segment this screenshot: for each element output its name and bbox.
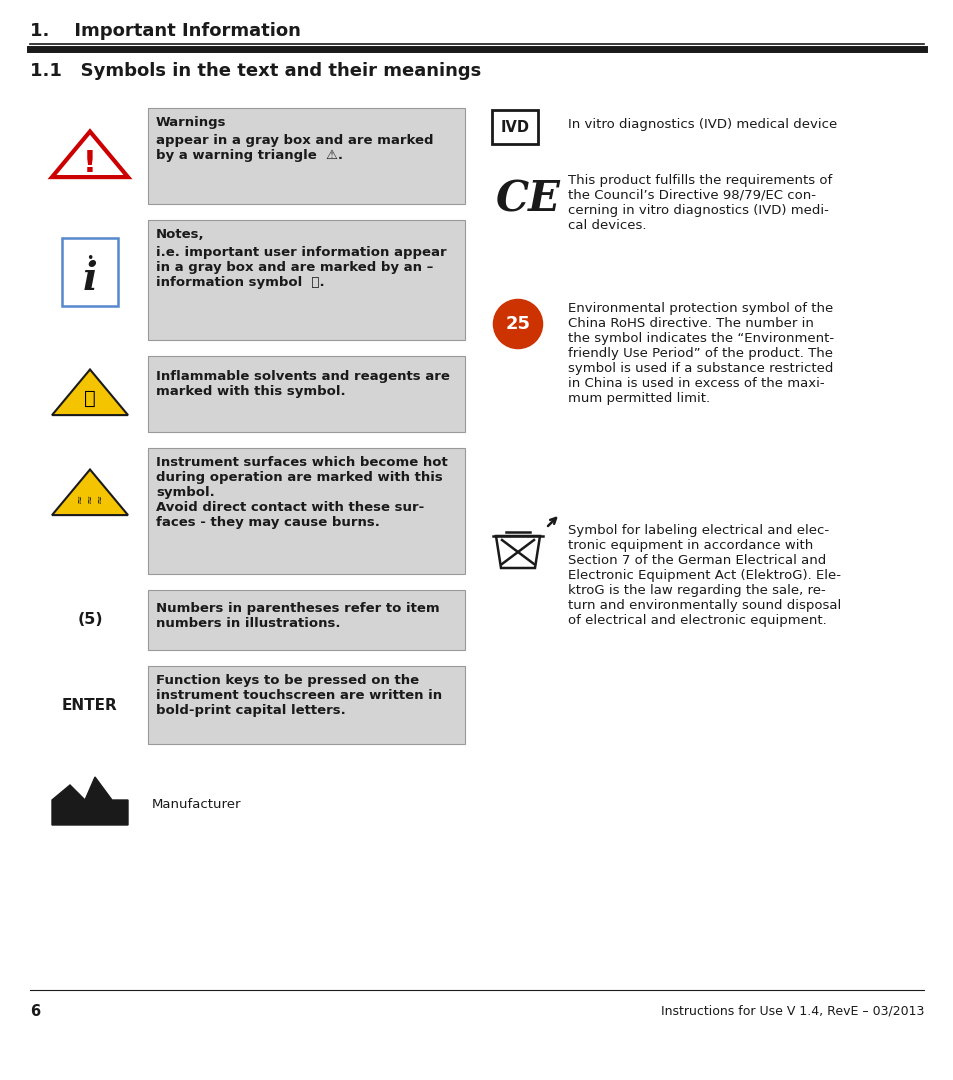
Bar bbox=[148, 448, 464, 573]
Bar bbox=[492, 110, 537, 144]
Text: In vitro diagnostics (IVD) medical device: In vitro diagnostics (IVD) medical devic… bbox=[567, 118, 837, 131]
Text: Numbers in parentheses refer to item
numbers in illustrations.: Numbers in parentheses refer to item num… bbox=[156, 602, 439, 630]
Bar bbox=[148, 356, 464, 432]
Text: 🔥: 🔥 bbox=[84, 389, 95, 407]
Text: ≈: ≈ bbox=[85, 494, 95, 502]
Text: This product fulfills the requirements of
the Council’s Directive 98/79/EC con-
: This product fulfills the requirements o… bbox=[567, 174, 831, 232]
Polygon shape bbox=[52, 777, 128, 825]
Text: 25: 25 bbox=[505, 315, 530, 333]
Bar bbox=[148, 220, 464, 340]
Bar bbox=[148, 666, 464, 744]
Text: Instructions for Use V 1.4, RevE – 03/2013: Instructions for Use V 1.4, RevE – 03/20… bbox=[659, 1004, 923, 1017]
Text: Symbol for labeling electrical and elec-
tronic equipment in accordance with
Sec: Symbol for labeling electrical and elec-… bbox=[567, 524, 841, 627]
Text: 6: 6 bbox=[30, 1004, 40, 1020]
Text: 1.1   Symbols in the text and their meanings: 1.1 Symbols in the text and their meanin… bbox=[30, 62, 480, 80]
Text: Inflammable solvents and reagents are
marked with this symbol.: Inflammable solvents and reagents are ma… bbox=[156, 370, 450, 399]
Text: Environmental protection symbol of the
China RoHS directive. The number in
the s: Environmental protection symbol of the C… bbox=[567, 302, 833, 405]
Text: Warnings: Warnings bbox=[156, 116, 226, 129]
Text: •: • bbox=[86, 252, 93, 265]
Text: ENTER: ENTER bbox=[62, 698, 118, 713]
Text: ≈: ≈ bbox=[95, 494, 105, 502]
Text: Function keys to be pressed on the
instrument touchscreen are written in
bold-pr: Function keys to be pressed on the instr… bbox=[156, 674, 441, 717]
Text: CE: CE bbox=[496, 178, 560, 220]
Text: i.e. important user information appear
in a gray box and are marked by an –
info: i.e. important user information appear i… bbox=[156, 246, 446, 289]
Text: Manufacturer: Manufacturer bbox=[152, 798, 241, 811]
Text: Notes,: Notes, bbox=[156, 228, 204, 241]
Polygon shape bbox=[52, 369, 128, 415]
Bar bbox=[148, 590, 464, 650]
Polygon shape bbox=[52, 132, 128, 177]
Text: Instrument surfaces which become hot
during operation are marked with this
symbo: Instrument surfaces which become hot dur… bbox=[156, 456, 447, 529]
Bar bbox=[148, 108, 464, 204]
Text: ≈: ≈ bbox=[75, 494, 85, 502]
Text: appear in a gray box and are marked
by a warning triangle  ⚠.: appear in a gray box and are marked by a… bbox=[156, 134, 433, 162]
Text: (5): (5) bbox=[77, 612, 103, 627]
Text: 1.    Important Information: 1. Important Information bbox=[30, 22, 300, 40]
Bar bbox=[62, 238, 118, 306]
Circle shape bbox=[491, 297, 544, 351]
Text: IVD: IVD bbox=[500, 120, 529, 135]
Text: i: i bbox=[83, 260, 97, 298]
Text: !: ! bbox=[83, 148, 97, 177]
Polygon shape bbox=[52, 470, 128, 515]
